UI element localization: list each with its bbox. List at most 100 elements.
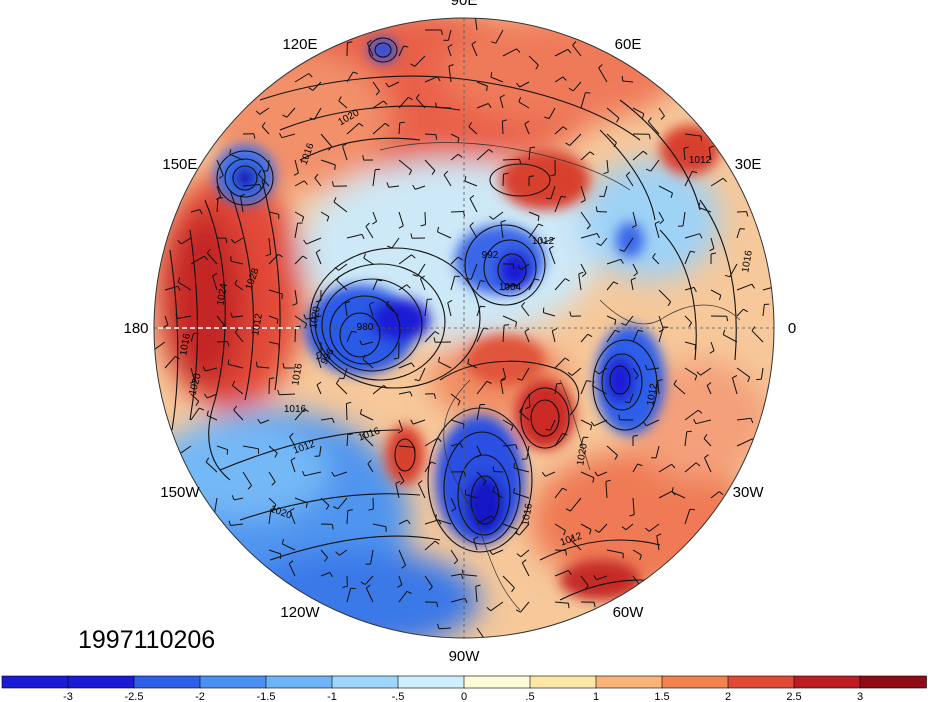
contour-label: 1012 xyxy=(532,236,555,247)
wind-barb xyxy=(450,211,464,213)
wind-barb-flag xyxy=(481,639,485,643)
wind-barb xyxy=(372,385,384,395)
wind-barb xyxy=(706,385,712,395)
wind-barb xyxy=(190,209,201,213)
wind-barb-flag xyxy=(359,340,363,346)
wind-barb-flag xyxy=(276,319,279,325)
wind-barb-flag xyxy=(695,462,701,467)
wind-barb xyxy=(736,438,753,447)
wind-barb xyxy=(365,587,374,603)
wind-barb xyxy=(476,471,487,482)
wind-barb xyxy=(450,276,456,291)
wind-barb-flag xyxy=(459,443,464,448)
wind-barb xyxy=(233,409,244,421)
wind-barb-flag xyxy=(279,132,283,138)
wind-barb-flag xyxy=(274,452,278,458)
wind-barb xyxy=(703,438,712,447)
wind-barb-flag xyxy=(177,239,182,245)
wind-barb xyxy=(398,445,415,448)
wind-barb xyxy=(206,252,218,265)
wind-barb xyxy=(580,151,591,161)
wind-barb-flag xyxy=(271,481,276,486)
wind-barb xyxy=(580,263,587,274)
pressure-contours xyxy=(169,37,737,601)
wind-barb-flag xyxy=(410,233,413,239)
wind-barb xyxy=(190,367,196,382)
wind-barb xyxy=(632,549,642,556)
wind-barb-flag xyxy=(233,405,238,411)
wind-barb-flag xyxy=(301,216,305,222)
wind-barb-flag xyxy=(704,454,709,459)
wind-barb xyxy=(473,539,478,551)
wind-barb xyxy=(418,367,426,381)
wind-barb xyxy=(344,302,348,317)
wind-barb xyxy=(216,185,222,198)
longitude-label: 0 xyxy=(788,320,796,337)
wind-barb-flag xyxy=(568,570,572,575)
wind-barb xyxy=(501,121,504,135)
wind-barb xyxy=(289,436,296,447)
wind-barb xyxy=(398,284,408,291)
wind-barb-flag xyxy=(620,259,624,264)
wind-barb xyxy=(289,510,296,525)
wind-barb-flag xyxy=(228,520,232,526)
color-bar-swatch xyxy=(331,675,399,689)
wind-barb xyxy=(205,461,218,473)
wind-barb xyxy=(554,126,564,135)
wind-barb xyxy=(596,575,608,581)
wind-barb xyxy=(268,253,279,265)
wind-barb-flag xyxy=(464,598,468,604)
wind-barb-flag xyxy=(333,506,339,510)
wind-barb-flag xyxy=(689,508,695,511)
wind-barb-flag xyxy=(706,382,712,386)
wind-barb xyxy=(580,575,589,587)
wind-barb-flag xyxy=(457,400,461,406)
wind-barb xyxy=(294,211,304,218)
wind-barb xyxy=(268,341,280,345)
wind-barb xyxy=(519,411,530,421)
wind-barb xyxy=(521,305,530,317)
wind-barb xyxy=(671,491,686,499)
wind-barb-flag xyxy=(467,358,470,364)
wind-barb-flag xyxy=(335,551,340,556)
wind-barb-flag xyxy=(726,316,729,322)
contour-labels: 1012101610201024102810121016102010161012… xyxy=(178,107,755,548)
wind-barb-flag xyxy=(435,134,438,140)
wind-barb-flag xyxy=(515,444,518,450)
wind-barb xyxy=(736,417,752,421)
wind-barb xyxy=(708,147,712,161)
wind-barb xyxy=(313,107,322,120)
wind-barb-flag xyxy=(594,370,600,375)
wind-barb xyxy=(580,380,587,395)
wind-barb-flag xyxy=(257,169,262,175)
wind-barb xyxy=(549,419,556,431)
contour-label: 980 xyxy=(357,322,374,333)
wind-barb xyxy=(476,149,490,161)
wind-barb xyxy=(361,341,374,346)
wind-barb xyxy=(502,48,517,57)
wind-barb-flag xyxy=(636,585,641,590)
wind-barb xyxy=(554,570,569,577)
wind-barb-flag xyxy=(490,72,493,78)
wind-barb xyxy=(554,433,563,447)
wind-barb-flag xyxy=(621,526,627,531)
wind-barb-flag xyxy=(568,87,574,92)
wind-barb xyxy=(346,233,363,239)
wind-barb-flag xyxy=(535,64,539,70)
wind-barb xyxy=(518,101,530,109)
wind-barb xyxy=(476,445,482,455)
wind-barb-flag xyxy=(565,550,567,556)
wind-barb xyxy=(450,133,460,139)
wind-barb-flag xyxy=(417,480,423,485)
wind-barb xyxy=(470,263,478,280)
wind-barb-flag xyxy=(316,350,322,354)
wind-barb-flag xyxy=(545,197,552,200)
wind-barb xyxy=(524,123,530,135)
wind-barb-flag xyxy=(630,277,636,281)
wind-barb-flag xyxy=(549,245,554,250)
wind-barb xyxy=(320,133,332,147)
wind-barb xyxy=(606,281,614,291)
color-bar-swatch xyxy=(265,675,333,689)
wind-barb xyxy=(551,330,556,343)
wind-barb xyxy=(471,44,478,57)
